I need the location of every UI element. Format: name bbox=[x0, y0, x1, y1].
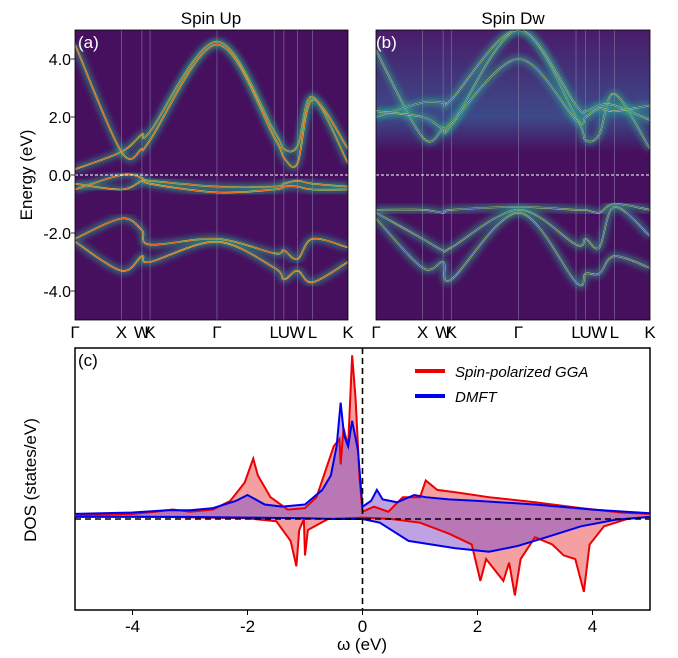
x-tick-label: L bbox=[571, 323, 580, 342]
dmft-down-line bbox=[75, 515, 651, 553]
dmft-legend-label: DMFT bbox=[455, 389, 498, 406]
x-tick-label: L bbox=[308, 323, 317, 342]
panel-b-band-layer bbox=[376, 30, 650, 320]
gga-legend-label: Spin-polarized GGA bbox=[455, 364, 588, 381]
x-tick-label: L bbox=[610, 323, 619, 342]
x-tick-label: -4 bbox=[125, 617, 140, 636]
x-tick-label: L bbox=[270, 323, 279, 342]
x-tick-label: 2 bbox=[473, 617, 482, 636]
gga-down-line bbox=[74, 515, 651, 596]
x-tick-label: X bbox=[116, 323, 127, 342]
x-tick-label: K bbox=[446, 323, 458, 342]
panel-b: Spin Dw (b) Γ X WK Γ LU W L K bbox=[371, 9, 656, 342]
panel-c-label: (c) bbox=[78, 351, 98, 370]
band-gga-overlay bbox=[75, 218, 348, 260]
x-tick-label: K bbox=[144, 323, 156, 342]
panel-c-x-ticks: -4 -2 0 2 4 bbox=[125, 610, 597, 636]
y-tick-label: -4.0 bbox=[43, 284, 71, 301]
panel-c-ylabel: DOS (states/eV) bbox=[21, 418, 40, 542]
x-tick-label: W bbox=[591, 323, 607, 342]
panel-c-dos-layer bbox=[74, 355, 651, 596]
x-tick-label: X bbox=[417, 323, 428, 342]
gga-up-line bbox=[74, 355, 651, 516]
y-tick-label: 2.0 bbox=[49, 110, 71, 127]
x-tick-label: W bbox=[435, 323, 451, 342]
band-gga-overlay bbox=[376, 203, 650, 214]
band-gga-overlay bbox=[75, 179, 348, 190]
x-tick-label: 4 bbox=[588, 617, 597, 636]
band-gga-overlay bbox=[376, 206, 650, 253]
x-tick-label: W bbox=[289, 323, 305, 342]
dmft-up-line bbox=[74, 402, 651, 515]
panel-b-title: Spin Dw bbox=[481, 9, 545, 28]
band-gga-overlay bbox=[376, 212, 650, 286]
panel-c: (c) DOS (states/eV) ω (eV) -4 -2 0 2 4 Spin-… bbox=[21, 347, 651, 654]
dmft-down-fill bbox=[75, 515, 650, 552]
band-gga-overlay bbox=[376, 58, 650, 131]
band-gga-overlay bbox=[376, 30, 650, 121]
panel-b-x-ticks: Γ X WK Γ LU W L K bbox=[371, 323, 656, 342]
panel-a-title: Spin Up bbox=[181, 9, 241, 28]
x-tick-label: U bbox=[278, 323, 290, 342]
x-tick-label: W bbox=[134, 323, 150, 342]
x-tick-label: U bbox=[579, 323, 591, 342]
panel-b-label: (b) bbox=[376, 33, 397, 52]
panel-a: Spin Up (a) Energy (eV) 4.0 2.0 0.0 -2.0 -4.… bbox=[17, 9, 354, 342]
band-gga-overlay bbox=[75, 174, 348, 193]
panel-c-xlabel: ω (eV) bbox=[337, 635, 387, 654]
panel-a-band-layer bbox=[75, 30, 348, 320]
x-tick-label: K bbox=[644, 323, 656, 342]
band-gga-overlay bbox=[75, 241, 348, 283]
panel-a-x-ticks: Γ X WK Γ LU W L K bbox=[70, 323, 354, 342]
y-tick-label: -2.0 bbox=[43, 226, 71, 243]
panel-a-y-ticks: 4.0 2.0 0.0 -2.0 -4.0 bbox=[43, 52, 75, 301]
band-gga-overlay bbox=[75, 44, 348, 168]
y-tick-label: 4.0 bbox=[49, 52, 71, 69]
x-tick-label: Γ bbox=[212, 323, 221, 342]
x-tick-label: 0 bbox=[358, 617, 367, 636]
panel-b-frame bbox=[375, 29, 651, 321]
x-tick-label: Γ bbox=[514, 323, 523, 342]
panel-a-label: (a) bbox=[78, 33, 99, 52]
x-tick-label: Γ bbox=[70, 323, 79, 342]
x-tick-label: -2 bbox=[240, 617, 255, 636]
y-tick-label: 0.0 bbox=[49, 168, 71, 185]
x-tick-label: K bbox=[342, 323, 354, 342]
panel-c-legend: Spin-polarized GGA DMFT bbox=[415, 364, 588, 406]
panel-a-ylabel: Energy (eV) bbox=[17, 130, 36, 221]
x-tick-label: Γ bbox=[371, 323, 380, 342]
